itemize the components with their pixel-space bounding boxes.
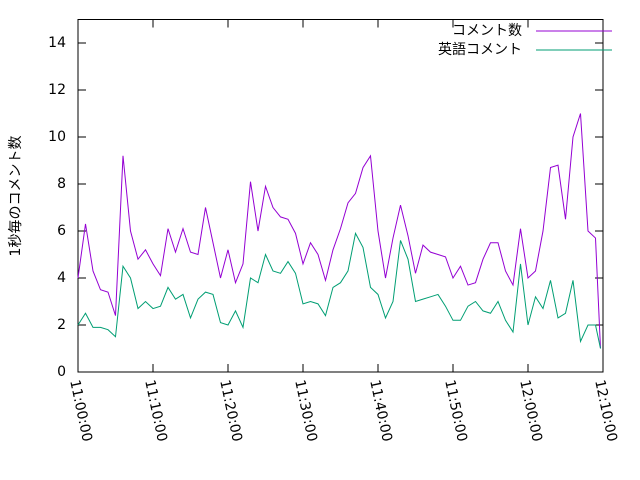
- series-line: [77, 113, 601, 349]
- plot-frame: [77, 19, 604, 373]
- y-tick-label: 4: [57, 270, 66, 286]
- legend-label: コメント数: [452, 23, 522, 39]
- x-tick-label: 11:10:00: [141, 378, 170, 443]
- x-tick-label: 12:00:00: [516, 378, 545, 443]
- x-tick-label: 11:50:00: [441, 378, 470, 443]
- x-tick-label: 11:00:00: [66, 378, 95, 443]
- y-tick-label: 2: [57, 317, 66, 333]
- y-tick-label: 6: [57, 223, 66, 239]
- y-tick-label: 12: [48, 82, 66, 98]
- x-tick-label: 11:20:00: [216, 378, 245, 443]
- y-axis-label: 1秒毎のコメント数: [8, 136, 24, 257]
- x-tick-label: 11:30:00: [291, 378, 320, 443]
- x-tick-label: 11:40:00: [366, 378, 395, 443]
- series-line: [77, 231, 601, 349]
- y-tick-label: 14: [48, 35, 66, 51]
- x-tick-label: 12:10:00: [591, 378, 620, 443]
- y-tick-label: 8: [57, 176, 66, 192]
- legend-label: 英語コメント: [438, 41, 522, 58]
- y-tick-label: 0: [57, 364, 66, 380]
- y-tick-label: 10: [48, 129, 66, 145]
